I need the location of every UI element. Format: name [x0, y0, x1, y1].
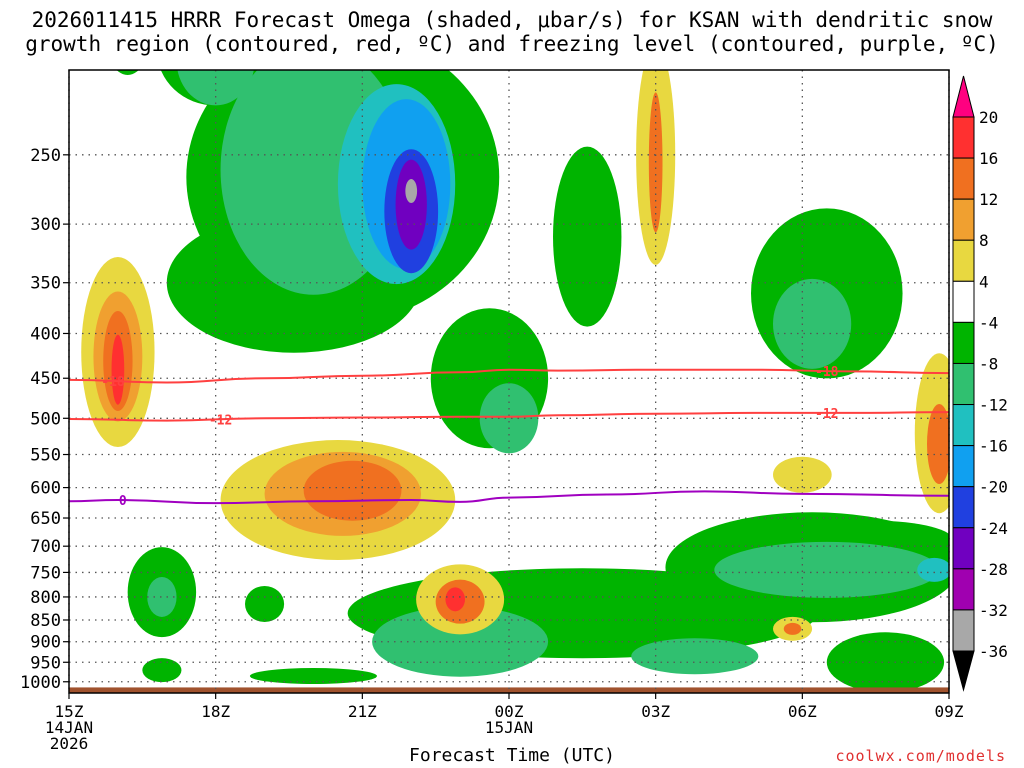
omega-low-ascent-outer — [826, 632, 945, 693]
contour-label--18: -18 — [101, 375, 125, 390]
colorbar-label: 12 — [979, 190, 998, 209]
terrain-strip — [69, 687, 949, 693]
omega-descent-band-16 — [111, 334, 125, 405]
omega-ascent-band-12 — [773, 278, 852, 369]
omega-ascent-outer — [116, 70, 139, 75]
chart-title-line1: 2026011415 HRRR Forecast Omega (shaded, … — [31, 8, 993, 32]
omega-descent-band-4 — [607, 0, 734, 30]
colorbar-swatch — [952, 445, 975, 488]
x-tick-label: 03Z — [641, 702, 670, 721]
colorbar-swatch — [952, 568, 975, 611]
y-axis: 2503003504004505005506006507007508008509… — [20, 146, 69, 693]
y-tick-label: 850 — [30, 611, 61, 631]
omega-ascent-band-12 — [479, 383, 539, 454]
y-tick-label: 800 — [30, 588, 61, 608]
omega-ascent-outer — [553, 146, 622, 327]
omega-descent-band-12 — [927, 404, 949, 484]
colorbar-label: 4 — [979, 272, 989, 291]
colorbar-swatch — [952, 116, 975, 159]
colorbar-label: -20 — [979, 478, 1008, 497]
omega-low-ascent-outer — [249, 668, 377, 685]
y-tick-label: 650 — [30, 509, 61, 529]
colorbar-swatch — [952, 609, 975, 652]
site-credit: coolwx.com/models — [835, 747, 1006, 765]
contour--12 — [68, 411, 950, 422]
colorbar-swatch — [952, 404, 975, 447]
colorbar-label: -36 — [979, 642, 1008, 661]
x-tick-label: 21Z — [348, 702, 377, 721]
y-tick-label: 400 — [30, 324, 61, 344]
omega-ascent-core-32 — [405, 179, 418, 204]
omega-descent-band-16 — [445, 587, 465, 612]
omega-descent-band-12 — [303, 460, 402, 521]
colorbar-bottom-arrow — [952, 650, 975, 692]
contour--18 — [68, 368, 950, 384]
contour-label--18: -18 — [815, 365, 839, 380]
x-axis-title: Forecast Time (UTC) — [409, 745, 615, 766]
colorbar-swatch — [952, 280, 975, 323]
colorbar-swatch — [952, 362, 975, 406]
colorbar-label: -8 — [979, 354, 998, 373]
chart-title-line2: growth region (contoured, red, ºC) and f… — [25, 32, 999, 56]
colorbar-label: 16 — [979, 149, 998, 168]
omega-low-ascent-outer — [244, 586, 285, 623]
y-tick-label: 1000 — [20, 673, 61, 693]
y-tick-label: 350 — [30, 274, 61, 294]
contour-label--12: -12 — [209, 413, 232, 428]
colorbar-label: -24 — [979, 519, 1008, 538]
omega-ascent-band-28 — [395, 159, 427, 250]
y-tick-label: 500 — [30, 409, 61, 429]
y-tick-label: 700 — [30, 537, 61, 557]
contour-0 — [68, 490, 950, 505]
y-tick-label: 300 — [30, 215, 61, 235]
colorbar-swatch — [952, 321, 975, 364]
colorbar-swatch — [952, 527, 975, 570]
contour-label-0: 0 — [119, 494, 127, 509]
omega-low-ascent-band-12 — [631, 638, 759, 675]
colorbar-label: -32 — [979, 601, 1008, 620]
colorbar-label: -16 — [979, 437, 1008, 456]
colorbar-label: -28 — [979, 560, 1008, 579]
contour-lines: -18 -18 -12 -12 0 — [68, 365, 950, 509]
x-tick-label: 00Z — [495, 702, 524, 721]
colorbar-swatch — [952, 486, 975, 529]
x-tick-label: 09Z — [935, 702, 964, 721]
y-tick-label: 550 — [30, 446, 61, 466]
omega-descent-band-4 — [773, 456, 832, 493]
colorbar: 20 16 12 8 4 -4 -8 -12 -16 -20 -24 -28 -32 -36 — [952, 75, 1008, 692]
y-tick-label: 450 — [30, 369, 61, 389]
y-tick-label: 250 — [30, 146, 61, 166]
y-tick-label: 900 — [30, 633, 61, 653]
colorbar-swatch — [952, 157, 975, 200]
omega-ascent-band-12 — [177, 70, 254, 106]
omega-low-ascent-band-16 — [917, 557, 949, 582]
y-tick-label: 750 — [30, 563, 61, 583]
colorbar-label: 20 — [979, 108, 998, 127]
x-tick-label: 06Z — [788, 702, 817, 721]
omega-shading — [69, 0, 949, 693]
colorbar-swatch — [952, 239, 975, 282]
omega-descent-band-12 — [783, 622, 802, 635]
colorbar-label: -4 — [979, 313, 998, 332]
x-tick-label: 15JAN — [485, 718, 533, 737]
colorbar-swatch — [952, 198, 975, 241]
omega-low-ascent-band-12 — [147, 576, 177, 617]
x-tick-label: 18Z — [201, 702, 230, 721]
y-tick-label: 600 — [30, 479, 61, 499]
x-tick-label: 14JAN — [45, 718, 93, 737]
x-tick-label: 2026 — [50, 734, 89, 753]
colorbar-label: 8 — [979, 231, 989, 250]
x-tick-label: 15Z — [55, 702, 84, 721]
y-tick-label: 950 — [30, 653, 61, 673]
contour-label--12: -12 — [815, 407, 838, 422]
omega-low-ascent-band-12 — [714, 541, 940, 598]
colorbar-top-arrow — [952, 75, 975, 118]
colorbar-label: -12 — [979, 396, 1008, 415]
omega-low-ascent-outer — [142, 658, 182, 683]
